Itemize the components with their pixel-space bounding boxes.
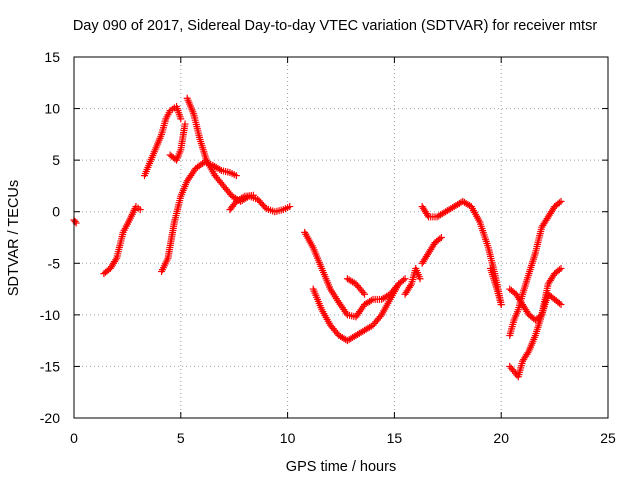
data-point	[424, 211, 432, 219]
y-tick-labels: -20 -15 -10 -5 0 5 10 15	[40, 49, 60, 426]
data-point	[249, 191, 257, 199]
x-tick-label: 25	[600, 430, 616, 446]
x-tick-label: 15	[387, 430, 403, 446]
plot-frame	[73, 56, 609, 419]
axis-ticks	[73, 56, 609, 419]
data-point	[557, 197, 565, 205]
y-tick-label: 5	[52, 152, 60, 168]
data-point	[286, 203, 294, 211]
data-point	[136, 206, 144, 214]
series-s10	[343, 275, 368, 298]
data-point	[261, 203, 269, 211]
chart-title: Day 090 of 2017, Sidereal Day-to-day VTE…	[73, 18, 598, 34]
data-point	[557, 301, 565, 309]
series-s3	[140, 103, 185, 180]
series-s6	[158, 158, 240, 276]
data-point	[524, 349, 532, 357]
series-s14	[487, 264, 505, 309]
series-s7	[226, 191, 257, 214]
series-s1	[70, 216, 80, 227]
series-s15	[506, 197, 565, 339]
series-s2	[100, 203, 144, 278]
data-point	[497, 301, 505, 309]
data-point	[557, 264, 565, 272]
data-point	[406, 282, 414, 290]
data-point	[239, 193, 247, 201]
series-s17	[506, 290, 565, 381]
data-point	[555, 299, 563, 307]
data-point	[376, 313, 384, 321]
series-s9	[309, 275, 409, 345]
x-tick-label: 0	[70, 430, 78, 446]
y-tick-label: -5	[48, 255, 61, 271]
grid-lines	[74, 57, 608, 418]
data-point	[216, 165, 224, 173]
x-tick-labels: 0 5 10 15 20 25	[70, 430, 616, 446]
x-axis-label: GPS time / hours	[286, 459, 396, 475]
y-tick-label: -15	[40, 358, 60, 374]
x-tick-label: 20	[493, 430, 509, 446]
series-s11	[401, 264, 424, 298]
data-point	[232, 172, 240, 180]
data-point	[177, 115, 185, 123]
y-tick-label: 0	[52, 204, 60, 220]
data-point	[555, 199, 563, 207]
data-point	[401, 275, 409, 283]
data-series	[70, 94, 565, 381]
data-point	[359, 289, 367, 297]
data-point	[360, 290, 368, 298]
data-point	[416, 275, 424, 283]
series-s12	[418, 234, 445, 267]
x-tick-label: 10	[280, 430, 296, 446]
data-point	[367, 296, 375, 304]
y-axis-label: SDTVAR / TECUs	[6, 180, 22, 296]
data-point	[71, 218, 79, 226]
y-tick-label: -10	[40, 307, 60, 323]
data-point	[399, 276, 407, 284]
series-s4	[166, 120, 189, 164]
data-point	[112, 256, 120, 264]
x-tick-label: 5	[177, 430, 185, 446]
y-tick-label: 10	[44, 101, 60, 117]
data-point	[437, 234, 445, 241]
data-point	[181, 120, 189, 128]
data-point	[436, 235, 444, 243]
y-tick-label: 15	[44, 49, 60, 65]
data-point	[555, 266, 563, 274]
y-tick-label: -20	[40, 410, 60, 426]
